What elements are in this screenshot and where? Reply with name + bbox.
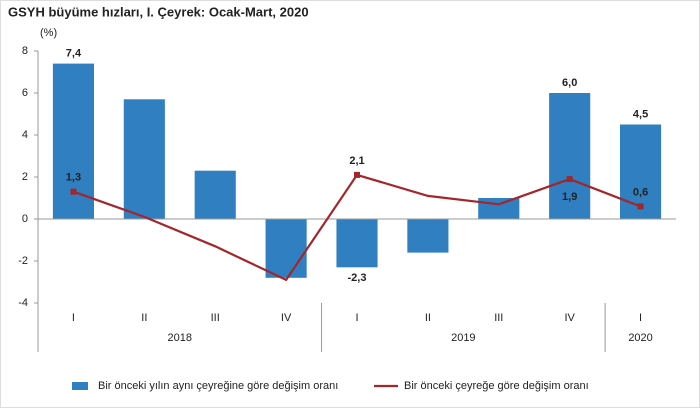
bar bbox=[123, 99, 165, 219]
chart-title: GSYH büyüme hızları, I. Çeyrek: Ocak-Mar… bbox=[8, 4, 309, 19]
line-marker bbox=[70, 188, 77, 195]
bar bbox=[549, 93, 591, 219]
x-tick-label: III bbox=[494, 312, 503, 324]
x-tick-label: III bbox=[211, 312, 220, 324]
x-tick-label: IV bbox=[281, 312, 292, 324]
group-label: 2020 bbox=[628, 332, 652, 344]
y-tick-label: 6 bbox=[22, 87, 28, 99]
bar bbox=[336, 219, 378, 268]
line-marker bbox=[354, 171, 360, 178]
bar-value-label: 4,5 bbox=[633, 108, 648, 120]
line-value-label: 2,1 bbox=[349, 155, 364, 167]
x-tick-label: I bbox=[72, 312, 75, 324]
y-tick-label: 8 bbox=[22, 45, 28, 57]
y-tick-label: -4 bbox=[18, 297, 28, 309]
line-value-label: 0,6 bbox=[633, 186, 648, 198]
group-label: 2019 bbox=[451, 332, 475, 344]
bar-value-label: 6,0 bbox=[562, 77, 577, 89]
bar bbox=[478, 198, 520, 219]
legend-swatch bbox=[72, 382, 88, 390]
y-axis-label: (%) bbox=[40, 27, 57, 39]
bar bbox=[194, 170, 236, 219]
bar bbox=[265, 219, 307, 278]
bar-value-label: -2,3 bbox=[348, 272, 367, 284]
legend-label: Bir önceki yılın aynı çeyreğine göre değ… bbox=[98, 380, 338, 392]
bar-value-label: 7,4 bbox=[66, 48, 82, 60]
x-tick-label: I bbox=[639, 312, 642, 324]
x-tick-label: II bbox=[141, 312, 147, 324]
group-label: 2018 bbox=[168, 332, 192, 344]
line-marker bbox=[637, 203, 644, 210]
line-marker bbox=[566, 176, 573, 183]
line-value-label: 1,3 bbox=[66, 172, 81, 184]
y-tick-label: -2 bbox=[18, 255, 28, 267]
legend-label: Bir önceki çeyreğe göre değişim oranı bbox=[404, 380, 589, 392]
x-tick-label: I bbox=[355, 312, 358, 324]
x-tick-label: II bbox=[425, 312, 431, 324]
bar bbox=[619, 124, 662, 219]
line-value-label: 1,9 bbox=[562, 191, 577, 203]
y-tick-label: 2 bbox=[22, 171, 28, 183]
x-tick-label: IV bbox=[564, 312, 575, 324]
bar bbox=[407, 219, 449, 253]
y-tick-label: 0 bbox=[22, 213, 28, 225]
y-tick-label: 4 bbox=[22, 129, 28, 141]
